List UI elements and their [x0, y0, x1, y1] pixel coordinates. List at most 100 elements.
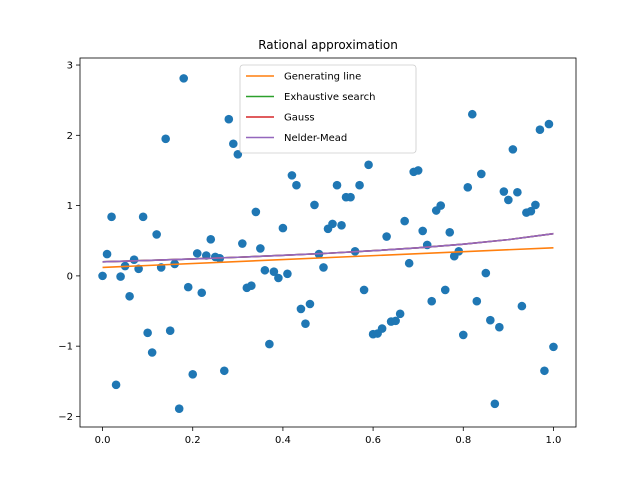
- data-point: [463, 183, 473, 192]
- plot-area: 0.0 0.2 0.4 0.6 0.8 1.0 −2 −1 0 1 2 3: [58, 57, 577, 446]
- legend-box: [239, 64, 417, 154]
- legend-label-nelder-mead: Nelder-Mead: [284, 133, 347, 144]
- data-point: [269, 267, 279, 276]
- data-point: [499, 187, 509, 196]
- data-point: [337, 220, 346, 230]
- data-point: [98, 271, 107, 281]
- data-point: [143, 328, 152, 338]
- series-line-generating-line: [102, 246, 554, 269]
- axes-frame: [79, 57, 577, 428]
- x-tick-label: 0.0: [95, 435, 111, 446]
- data-point: [183, 282, 193, 292]
- data-point: [526, 206, 536, 216]
- data-point: [116, 272, 125, 281]
- data-point: [486, 315, 495, 325]
- data-point: [436, 201, 446, 210]
- data-point: [287, 171, 297, 180]
- data-point: [192, 249, 202, 258]
- data-point: [296, 304, 306, 314]
- data-point: [391, 316, 400, 326]
- data-point: [413, 166, 423, 175]
- y-tick-label: −2: [58, 412, 73, 423]
- data-point: [111, 380, 121, 390]
- data-point: [418, 226, 427, 236]
- x-tick-label: 0.6: [365, 435, 381, 446]
- scatter-points: [98, 74, 558, 414]
- data-point: [472, 296, 482, 306]
- x-tick-label: 0.2: [185, 435, 201, 446]
- data-point: [355, 180, 364, 190]
- data-point: [265, 339, 274, 349]
- data-point: [206, 235, 216, 244]
- y-tick-label: −1: [58, 342, 73, 353]
- data-point: [219, 366, 229, 376]
- data-point: [102, 249, 112, 259]
- data-point: [359, 285, 369, 295]
- data-point: [427, 296, 437, 306]
- y-tick-label: 2: [67, 131, 73, 142]
- y-tick-label: 0: [67, 271, 73, 282]
- x-tick-label: 1.0: [546, 435, 562, 446]
- data-point: [165, 326, 175, 336]
- data-point: [549, 342, 558, 352]
- data-point: [233, 149, 243, 159]
- data-point: [251, 207, 261, 217]
- data-point: [490, 399, 500, 409]
- data-point: [508, 145, 518, 154]
- data-point: [346, 192, 355, 202]
- data-point: [161, 134, 170, 144]
- data-point: [224, 114, 234, 124]
- data-point: [382, 232, 391, 241]
- data-point: [404, 258, 414, 268]
- legend-label-generating-line: Generating line: [284, 72, 361, 83]
- data-point: [310, 200, 319, 210]
- data-point: [400, 216, 409, 226]
- data-point: [513, 187, 522, 197]
- data-point: [138, 212, 148, 222]
- data-point: [107, 212, 116, 222]
- data-point: [445, 228, 455, 237]
- data-point: [274, 273, 283, 283]
- data-point: [152, 230, 161, 239]
- data-point: [504, 195, 513, 205]
- data-point: [147, 348, 157, 357]
- data-point: [440, 285, 450, 295]
- data-point: [395, 309, 405, 319]
- data-point: [364, 160, 373, 170]
- data-point: [377, 324, 387, 333]
- data-point: [238, 239, 247, 248]
- data-point: [481, 268, 491, 278]
- legend-label-exhaustive-search: Exhaustive search: [284, 92, 375, 103]
- data-point: [256, 244, 265, 253]
- data-point: [129, 255, 139, 265]
- data-point: [197, 288, 207, 298]
- series-line-nelder-mead: [102, 232, 554, 263]
- data-point: [517, 301, 527, 311]
- data-point: [278, 223, 288, 233]
- data-point: [179, 74, 189, 83]
- data-point: [535, 125, 545, 134]
- data-point: [544, 119, 554, 129]
- data-point: [477, 169, 486, 179]
- data-point: [467, 109, 477, 119]
- chart-title: Rational approximation: [258, 38, 398, 52]
- data-point: [531, 200, 540, 210]
- data-point: [495, 322, 504, 332]
- x-tick-label: 0.8: [455, 435, 471, 446]
- x-tick-label: 0.4: [275, 435, 291, 446]
- data-point: [292, 180, 301, 190]
- data-point: [305, 299, 315, 309]
- data-point: [283, 269, 292, 279]
- legend-label-gauss: Gauss: [284, 113, 315, 124]
- y-tick-label: 3: [67, 61, 73, 72]
- data-point: [319, 263, 328, 272]
- data-point: [301, 319, 310, 328]
- data-point: [332, 180, 342, 190]
- data-point: [540, 366, 549, 376]
- data-point: [260, 265, 270, 275]
- data-point: [188, 369, 198, 379]
- data-point: [247, 281, 256, 291]
- data-point: [229, 139, 238, 149]
- data-point: [328, 219, 337, 229]
